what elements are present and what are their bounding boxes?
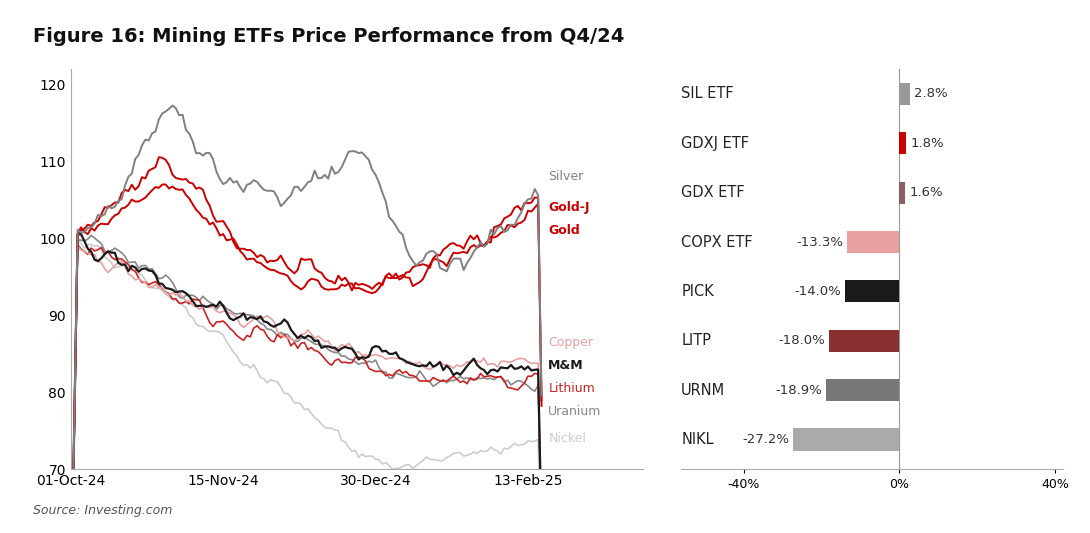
Text: COPX ETF: COPX ETF (681, 235, 753, 249)
Text: SIL ETF: SIL ETF (681, 86, 734, 101)
Text: Gold-J: Gold-J (548, 201, 590, 214)
Text: Silver: Silver (548, 171, 583, 183)
Text: Lithium: Lithium (548, 382, 595, 395)
Bar (899, 182, 906, 204)
Text: 2.8%: 2.8% (915, 87, 947, 100)
Text: 1.8%: 1.8% (910, 137, 944, 150)
Text: Uranium: Uranium (548, 405, 602, 418)
Bar (829, 329, 899, 352)
Text: PICK: PICK (681, 284, 714, 299)
Text: M&M: M&M (548, 359, 584, 372)
Text: -13.3%: -13.3% (797, 236, 844, 248)
Bar (845, 280, 899, 303)
Bar (899, 83, 910, 105)
Text: Copper: Copper (548, 336, 593, 349)
Text: Figure 16: Mining ETFs Price Performance from Q4/24: Figure 16: Mining ETFs Price Performance… (33, 27, 625, 46)
Text: Source: Investing.com: Source: Investing.com (33, 504, 172, 517)
Text: GDXJ ETF: GDXJ ETF (681, 136, 749, 151)
Text: NIKL: NIKL (681, 432, 714, 447)
Text: Nickel: Nickel (548, 432, 586, 445)
Text: -18.9%: -18.9% (775, 384, 822, 397)
Text: -18.0%: -18.0% (778, 334, 825, 347)
Text: URNM: URNM (681, 383, 725, 398)
Text: 1.6%: 1.6% (909, 186, 943, 199)
Text: -14.0%: -14.0% (795, 285, 840, 298)
Text: LITP: LITP (681, 333, 712, 348)
Bar (848, 231, 899, 253)
Text: -27.2%: -27.2% (742, 433, 789, 446)
Text: GDX ETF: GDX ETF (681, 185, 744, 200)
Bar (899, 132, 906, 155)
Bar (826, 379, 899, 401)
Bar (794, 429, 899, 450)
Text: Gold: Gold (548, 224, 580, 237)
